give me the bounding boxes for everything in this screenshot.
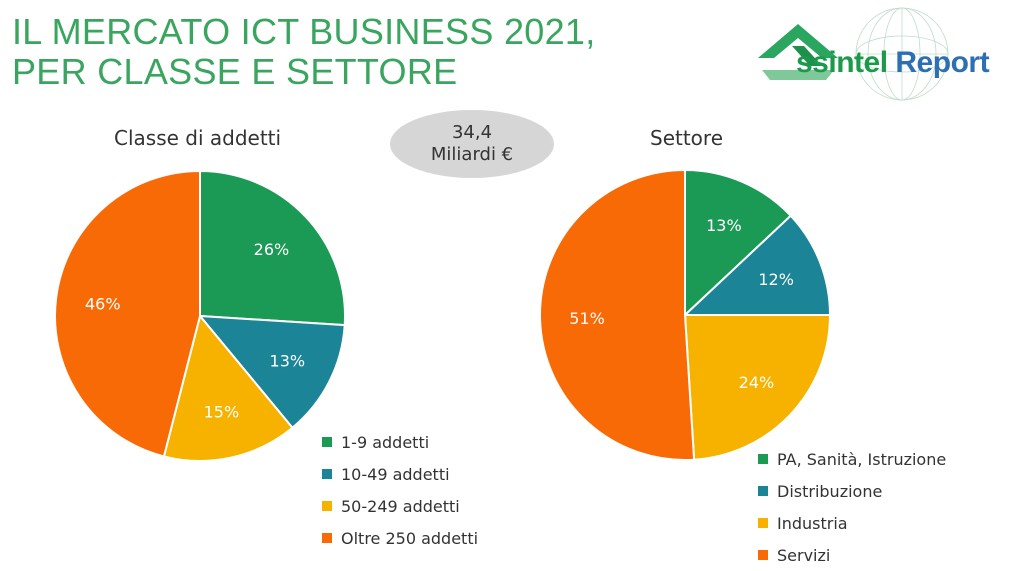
legend-item: Industria xyxy=(758,507,946,539)
legend-label: 1-9 addetti xyxy=(341,432,430,452)
chart-title-settore: Settore xyxy=(650,126,724,150)
legend-swatch xyxy=(758,518,768,528)
slice-label: 12% xyxy=(758,270,794,289)
slice-label: 51% xyxy=(569,309,605,328)
pie-slice xyxy=(683,314,832,461)
total-value: 34,4 xyxy=(451,122,493,143)
pie-slice xyxy=(199,169,346,327)
legend-label: 10-49 addetti xyxy=(341,464,450,484)
legend-swatch xyxy=(322,501,332,511)
pie-chart-settore: 13% 12% 24% 51% xyxy=(539,168,832,461)
legend-classe: 1-9 addetti 10-49 addetti 50-249 addetti Ol… xyxy=(322,426,478,554)
legend-label: 50-249 addetti xyxy=(341,496,460,516)
legend-swatch xyxy=(322,533,332,543)
globe-mesh-icon xyxy=(855,7,949,101)
logo-wordmark-part1: ssintel xyxy=(796,46,888,79)
page-title-line-1: IL MERCATO ICT BUSINESS 2021, xyxy=(12,11,596,52)
legend-label: Industria xyxy=(777,513,848,533)
logo-graphic xyxy=(758,7,949,101)
slice-label: 26% xyxy=(254,240,290,259)
pie-slice xyxy=(54,169,201,458)
legend-swatch xyxy=(758,550,768,560)
legend-label: Oltre 250 addetti xyxy=(341,528,479,548)
pie-slice xyxy=(162,313,294,462)
legend-item: 50-249 addetti xyxy=(322,490,478,522)
legend-settore: PA, Sanità, Istruzione Distribuzione Indus… xyxy=(758,443,946,571)
pie-slice xyxy=(197,314,346,430)
legend-label: Distribuzione xyxy=(777,481,883,501)
legend-item: Distribuzione xyxy=(758,475,946,507)
pie-slice xyxy=(682,214,832,316)
legend-item: Servizi xyxy=(758,539,946,571)
total-unit: Miliardi € xyxy=(430,144,514,165)
slice-label: 24% xyxy=(739,373,775,392)
slice-label: 13% xyxy=(706,216,742,235)
pie-chart-classe: 26% 13% 15% 46% xyxy=(54,169,346,462)
slice-label: 15% xyxy=(204,403,240,422)
triangle-arrow-logo-icon xyxy=(758,24,838,80)
legend-swatch xyxy=(758,454,768,464)
slice-label: 13% xyxy=(270,351,306,370)
page-title: IL MERCATO ICT BUSINESS 2021, PER CLASSE… xyxy=(12,12,596,92)
legend-label: Servizi xyxy=(777,545,831,565)
page-title-line-2: PER CLASSE E SETTORE xyxy=(12,51,458,92)
assintel-logo: ssintel Report xyxy=(752,6,1020,110)
slice-label: 46% xyxy=(85,295,121,314)
legend-item: 10-49 addetti xyxy=(322,458,478,490)
logo-wordmark-part2: Report xyxy=(895,46,990,79)
legend-item: 1-9 addetti xyxy=(322,426,478,458)
pie-slice xyxy=(684,168,793,318)
legend-swatch xyxy=(322,437,332,447)
legend-item: PA, Sanità, Istruzione xyxy=(758,443,946,475)
legend-label: PA, Sanità, Istruzione xyxy=(777,449,947,469)
legend-swatch xyxy=(322,469,332,479)
legend-swatch xyxy=(758,486,768,496)
pie-slice xyxy=(539,168,696,461)
total-value-badge: 34,4 Miliardi € xyxy=(390,110,554,178)
chart-title-classe: Classe di addetti xyxy=(114,126,282,150)
logo-wordmark: ssintel Report xyxy=(796,46,990,80)
legend-item: Oltre 250 addetti xyxy=(322,522,478,554)
